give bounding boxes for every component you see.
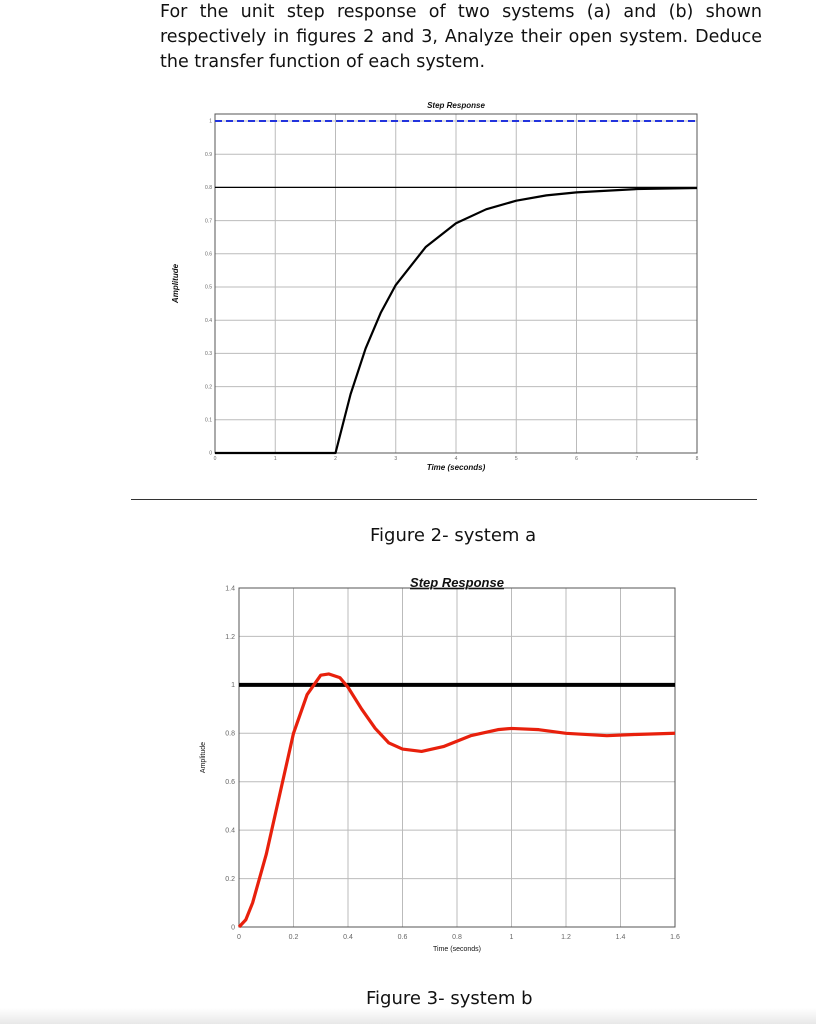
chart-b-x-tick-label: 1.2 (561, 934, 571, 941)
chart-a-y-tick-label: 0.8 (205, 185, 212, 191)
chart-a-y-tick-label: 0.1 (205, 417, 212, 423)
chart-a-y-tick-label: 0.9 (205, 152, 212, 158)
chart-b-y-tick-label: 0.8 (225, 731, 235, 738)
chart-b-x-tick-label: 0.6 (398, 934, 408, 941)
chart-b-axes-frame (238, 587, 676, 928)
chart-a-x-tick-label: 4 (455, 456, 458, 462)
chart-a-y-tick-label: 0 (209, 451, 212, 457)
chart-b-title: Step Response (410, 575, 504, 590)
chart-b-y-tick-label: 1.4 (225, 585, 235, 592)
chart-a-x-tick-label: 2 (334, 456, 337, 462)
chart-a-x-tick-label: 3 (394, 456, 397, 462)
chart-b-x-tick-label: 0.8 (452, 934, 462, 941)
chart-b-y-tick-label: 0.2 (225, 876, 235, 883)
chart-a-y-tick-label: 0.6 (205, 251, 212, 257)
chart-b-x-tick-label: 1.4 (616, 934, 626, 941)
chart-b-y-tick-label: 0.6 (225, 779, 235, 786)
chart-b-y-tick-label: 0 (231, 924, 235, 931)
chart-a-x-axis-label: Time (seconds) (427, 463, 486, 472)
divider (131, 499, 757, 500)
chart-a-y-tick-label: 0.7 (205, 218, 212, 224)
chart-a-y-axis-label: Amplitude (171, 263, 180, 304)
chart-a-x-tick-label: 1 (274, 456, 277, 462)
chart-a-y-tick-label: 0.2 (205, 384, 212, 390)
chart-a-x-tick-label: 0 (214, 456, 217, 462)
figure-2-caption: Figure 2- system a (370, 525, 537, 546)
bottom-fade (0, 1008, 816, 1024)
chart-b-x-tick-label: 1 (510, 934, 514, 941)
chart-b-y-tick-label: 0.4 (225, 827, 235, 834)
chart-a-y-tick-label: 0.4 (205, 318, 212, 324)
chart-b-x-tick-label: 0.2 (289, 934, 299, 941)
chart-a-x-tick-label: 6 (575, 456, 578, 462)
chart-b-series-line (237, 672, 676, 929)
figure-3-caption: Figure 3- system b (366, 988, 533, 1009)
chart-a-x-tick-label: 5 (515, 456, 518, 462)
chart-b-y-tick-label: 1 (231, 682, 235, 689)
chart-b-y-axis-label: Amplitude (200, 742, 207, 773)
chart-a-y-tick-label: 0.3 (205, 351, 212, 357)
chart-b-x-axis-label: Time (seconds) (433, 946, 481, 953)
chart-a-series-line (215, 186, 698, 455)
chart-a-title: Step Response (427, 101, 485, 110)
chart-a-x-tick-label: 7 (635, 456, 638, 462)
chart-a-x-tick-label: 8 (696, 456, 699, 462)
chart-b-y-tick-label: 1.2 (225, 634, 235, 641)
chart-a-axes-frame (214, 113, 698, 454)
chart-b-x-tick-label: 0.4 (343, 934, 353, 941)
chart-b-x-tick-label: 1.6 (670, 934, 680, 941)
chart-a-y-tick-label: 1 (209, 119, 212, 125)
chart-b-x-tick-label: 0 (237, 934, 241, 941)
chart-a-y-tick-label: 0.5 (205, 285, 212, 291)
question-text: For the unit step response of two system… (160, 2, 762, 72)
